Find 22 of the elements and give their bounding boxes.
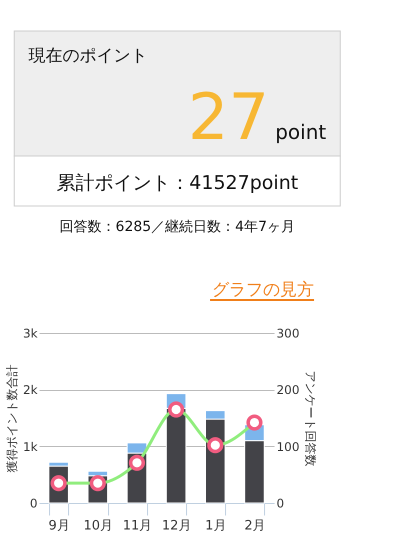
text: 累計ポイント：41527point [56,172,298,194]
x-tick-label: 1月 [205,518,226,534]
text: 現在のポイント [28,46,148,66]
y2-tick-label: 0 [276,496,284,510]
text: point [275,120,326,144]
text: 27 [188,81,270,155]
y-tick-label: 0 [30,496,38,510]
text: グラフの見方 [212,280,314,300]
y-axis-title: 獲得ポイント数合計 [4,364,19,472]
y-tick-label: 1k [22,440,38,454]
y2-axis-title: アンケート回答数 [303,370,318,466]
x-tick-label: 11月 [122,518,152,534]
y2-tick-label: 100 [276,440,300,454]
y2-tick-label: 300 [276,326,300,340]
y-tick-label: 3k [22,326,38,340]
x-tick-label: 10月 [84,518,114,534]
x-tick-label: 12月 [162,518,192,534]
y-tick-label: 2k [22,383,38,398]
x-tick-label: 2月 [244,518,266,534]
text: 回答数：6285／継続日数：4年7ヶ月 [60,219,295,235]
y2-tick-label: 200 [276,383,300,398]
x-tick-label: 9月 [48,518,70,534]
